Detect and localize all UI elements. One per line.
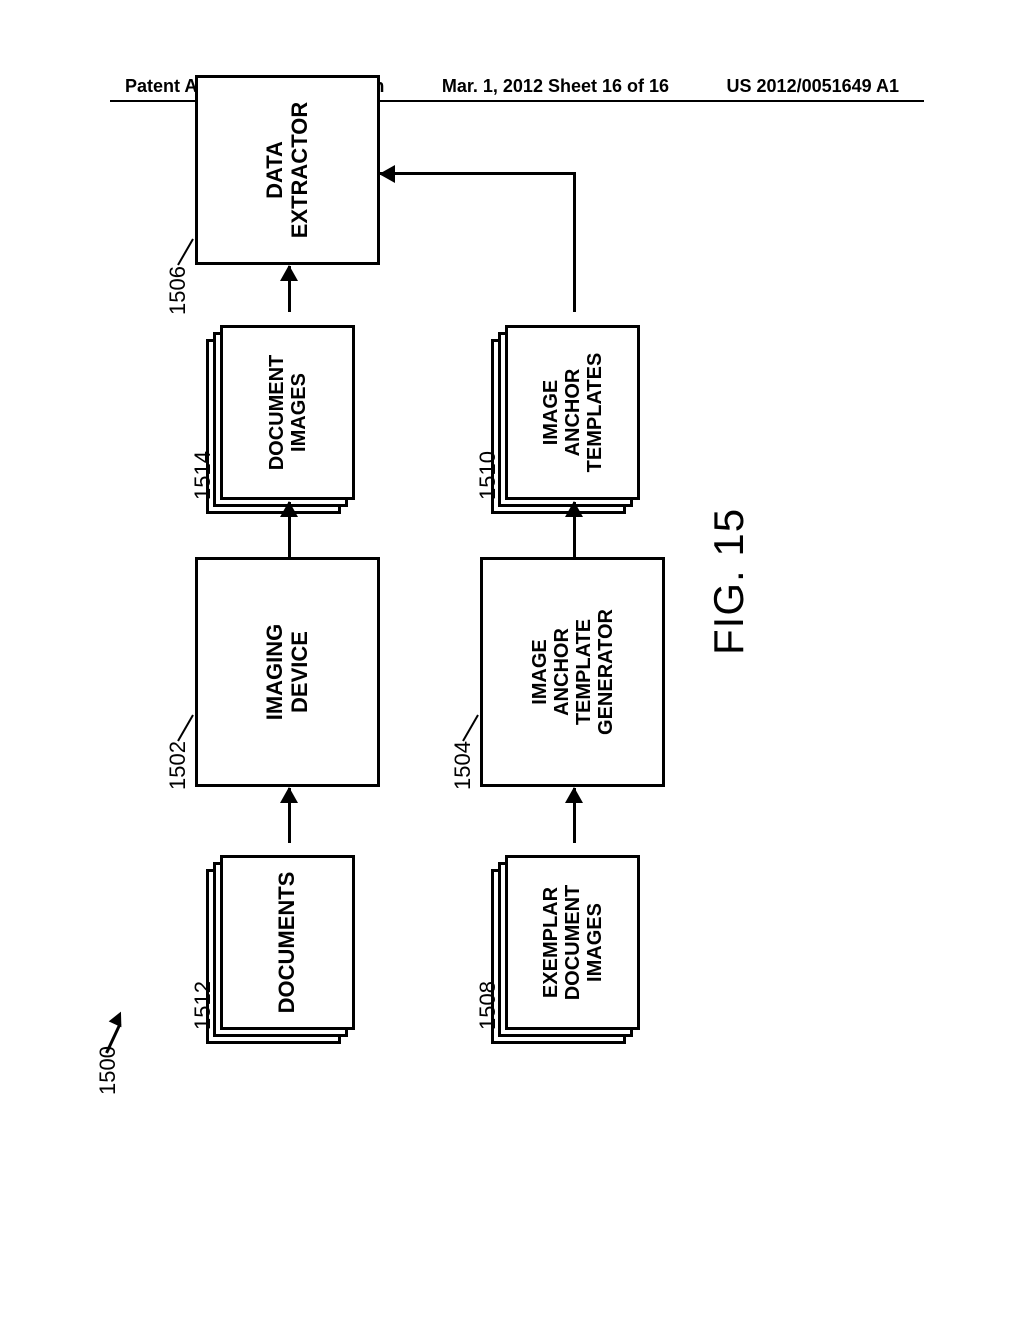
data_extractor-ref: 1506 [165, 266, 191, 315]
imaging_device: IMAGINGDEVICE [195, 557, 380, 787]
documents: DOCUMENTS [220, 855, 355, 1030]
imaging_device-ref: 1502 [165, 741, 191, 790]
header-right: US 2012/0051649 A1 [727, 76, 899, 97]
exemplar_images-stack: EXEMPLARDOCUMENTIMAGES [505, 841, 654, 1030]
arrow-corner-v [380, 172, 576, 175]
arrow-document_images-data_extractor [288, 266, 291, 312]
exemplar_images-ref: 1508 [475, 981, 501, 1030]
documents-stack: DOCUMENTS [220, 841, 369, 1030]
arrow-template_generator-anchor_templates [573, 502, 576, 557]
anchor_templates-ref: 1510 [475, 451, 501, 500]
figure-ref-arrowhead [109, 1009, 128, 1028]
figure-label: FIG. 15 [705, 508, 753, 655]
page-header: Patent Application Publication Mar. 1, 2… [0, 76, 1024, 97]
exemplar_images: EXEMPLARDOCUMENTIMAGES [505, 855, 640, 1030]
template_generator: IMAGEANCHORTEMPLATEGENERATOR [480, 557, 665, 787]
documents-ref: 1512 [190, 981, 216, 1030]
document_images: DOCUMENTIMAGES [220, 325, 355, 500]
template_generator-ref-lead [462, 715, 479, 742]
arrow-exemplar_images-template_generator [573, 788, 576, 843]
anchor_templates: IMAGEANCHORTEMPLATES [505, 325, 640, 500]
arrow-imaging_device-document_images [288, 502, 291, 557]
anchor_templates-stack: IMAGEANCHORTEMPLATES [505, 311, 654, 500]
document_images-ref: 1514 [190, 451, 216, 500]
data_extractor-ref-lead [177, 239, 194, 266]
flowchart-diagram: DOCUMENTS1512IMAGINGDEVICE1502DOCUMENTIM… [135, 205, 895, 975]
arrow-documents-imaging_device [288, 788, 291, 843]
header-mid: Mar. 1, 2012 Sheet 16 of 16 [442, 76, 669, 97]
document_images-stack: DOCUMENTIMAGES [220, 311, 369, 500]
template_generator-ref: 1504 [450, 741, 476, 790]
figure-ref: 1500 [95, 1046, 121, 1095]
data_extractor: DATAEXTRACTOR [195, 75, 380, 265]
arrow-corner-h [573, 172, 576, 312]
imaging_device-ref-lead [177, 715, 194, 742]
